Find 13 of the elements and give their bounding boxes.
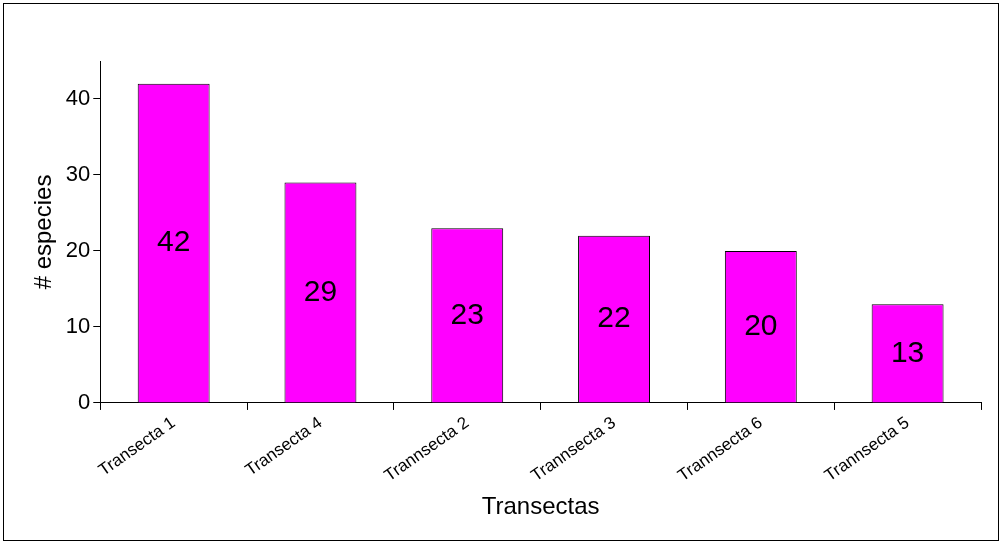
- x-axis-title: Transectas: [481, 492, 600, 520]
- data-label: 23: [450, 296, 484, 330]
- data-label: 13: [890, 334, 925, 368]
- y-tick-label: 20: [65, 237, 91, 263]
- y-tick-label: 0: [78, 389, 91, 414]
- data-label: 20: [744, 307, 778, 341]
- y-tick-label: 10: [65, 313, 91, 339]
- y-axis-title: # especies: [29, 174, 57, 290]
- data-label: 29: [303, 273, 338, 307]
- data-label: 42: [156, 224, 191, 258]
- data-label: 22: [597, 300, 631, 334]
- y-tick-label: 40: [65, 85, 91, 111]
- y-tick-label: 30: [65, 161, 91, 187]
